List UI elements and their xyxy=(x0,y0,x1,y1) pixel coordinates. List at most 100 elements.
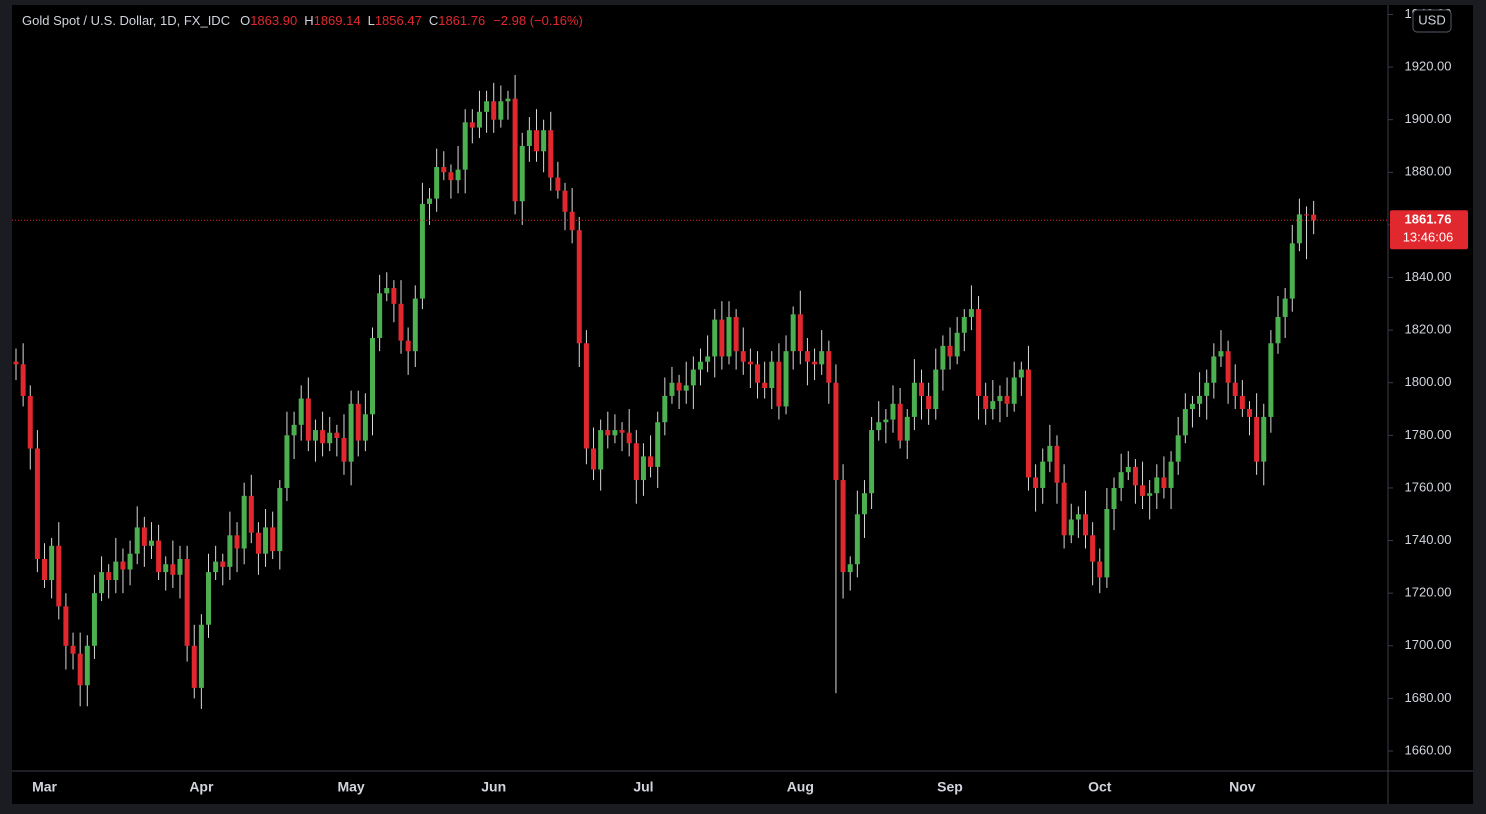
candle-body xyxy=(555,177,561,191)
candle-body xyxy=(1061,482,1067,536)
candle-body xyxy=(106,572,112,581)
chart-background xyxy=(12,5,1473,804)
last-price-label: 1861.76 xyxy=(1405,212,1452,227)
candle-body xyxy=(876,422,882,431)
candle-body xyxy=(341,437,347,462)
candle-body xyxy=(1197,395,1203,404)
candle-body xyxy=(1282,298,1288,317)
candle-body xyxy=(548,130,554,178)
candle-body xyxy=(897,403,903,441)
candle-body xyxy=(983,395,989,410)
candle-body xyxy=(619,430,625,433)
symbol: Gold Spot / U.S. Dollar, 1D, FX_IDC xyxy=(22,13,230,28)
candle-body xyxy=(348,403,354,462)
candle-body xyxy=(248,495,254,533)
candle-body xyxy=(697,361,703,370)
candle-body xyxy=(512,98,518,202)
candle-body xyxy=(940,345,946,370)
candle-body xyxy=(284,435,290,488)
candle-body xyxy=(1261,416,1267,462)
candle-body xyxy=(27,395,33,449)
candle-body xyxy=(312,430,318,441)
candle-body xyxy=(976,309,982,396)
candle-body xyxy=(177,558,183,575)
candle-body xyxy=(334,432,340,438)
chart-header: Gold Spot / U.S. Dollar, 1D, FX_IDC O1863… xyxy=(22,13,583,28)
candle-body xyxy=(747,361,753,365)
candle-body xyxy=(491,101,497,120)
candle-body xyxy=(1232,382,1238,396)
candle-body xyxy=(1104,509,1110,578)
ohlc-key: H xyxy=(304,13,313,28)
candle-body xyxy=(1268,343,1274,417)
candle-body xyxy=(362,414,368,441)
candle-body xyxy=(776,361,782,407)
candle-body xyxy=(320,430,326,444)
candle-body xyxy=(1304,214,1310,216)
candle-body xyxy=(63,606,69,646)
y-tick-label: 1820.00 xyxy=(1405,322,1452,337)
candle-body xyxy=(184,558,190,646)
candle-body xyxy=(448,172,454,181)
candle-body xyxy=(669,382,675,396)
y-tick-label: 1680.00 xyxy=(1405,690,1452,705)
candle-body xyxy=(804,351,810,362)
ohlc-key: C xyxy=(429,13,438,28)
currency-label[interactable]: USD xyxy=(1418,12,1445,27)
candle-body xyxy=(1125,466,1131,473)
candle-body xyxy=(255,532,261,554)
candle-body xyxy=(134,527,140,554)
candle-body xyxy=(1132,466,1138,486)
candle-body xyxy=(263,527,269,554)
candle-body xyxy=(1075,514,1081,520)
y-tick-label: 1720.00 xyxy=(1405,585,1452,600)
candle-body xyxy=(1154,477,1160,494)
candle-body xyxy=(904,416,910,441)
candle-body xyxy=(198,624,204,688)
ohlc-key: L xyxy=(368,13,375,28)
candle-body xyxy=(626,432,632,444)
y-tick-label: 1780.00 xyxy=(1405,427,1452,442)
candle-body xyxy=(498,101,504,120)
candle-body xyxy=(854,514,860,565)
candle-body xyxy=(997,395,1003,402)
axes: 1660.00 1680.00 1700.00 1720.00 1740.00 1760.… xyxy=(32,6,1468,795)
candle-body xyxy=(655,422,661,467)
candle-body xyxy=(562,190,568,212)
x-tick-label: Aug xyxy=(787,779,814,795)
candle-body xyxy=(355,403,361,441)
candle-body xyxy=(384,288,390,294)
candle-body xyxy=(1025,369,1031,478)
candle-body xyxy=(56,545,62,607)
candle-body xyxy=(598,430,604,470)
x-tick-label: Nov xyxy=(1229,779,1256,795)
candle-body xyxy=(270,527,276,552)
candle-body xyxy=(769,361,775,388)
candle-body xyxy=(434,167,440,199)
y-tick-label: 1740.00 xyxy=(1405,532,1452,547)
candle-body xyxy=(1018,369,1024,378)
candle-body xyxy=(569,211,575,231)
last-price-tag xyxy=(1390,210,1468,250)
candle-body xyxy=(1254,416,1260,462)
candle-body xyxy=(1296,214,1302,244)
candle-body xyxy=(640,456,646,481)
candle-body xyxy=(712,319,718,357)
candle-body xyxy=(705,356,711,362)
candle-body xyxy=(826,351,832,383)
candle-body xyxy=(533,130,539,152)
candle-body xyxy=(405,340,411,352)
candle-body xyxy=(412,298,418,352)
candle-body xyxy=(1311,214,1317,221)
currency-button[interactable] xyxy=(1412,9,1452,33)
candle-body xyxy=(1161,477,1167,488)
candle-body xyxy=(605,430,611,436)
candle-body xyxy=(683,385,689,391)
ohlc-value: 1863.90 xyxy=(250,13,297,28)
candle-body xyxy=(370,338,375,415)
candle-body xyxy=(919,382,925,396)
y-tick-label: 1660.00 xyxy=(1405,742,1452,757)
candle-body xyxy=(1004,395,1010,404)
candle-body xyxy=(455,169,461,181)
candle-body xyxy=(34,448,40,559)
